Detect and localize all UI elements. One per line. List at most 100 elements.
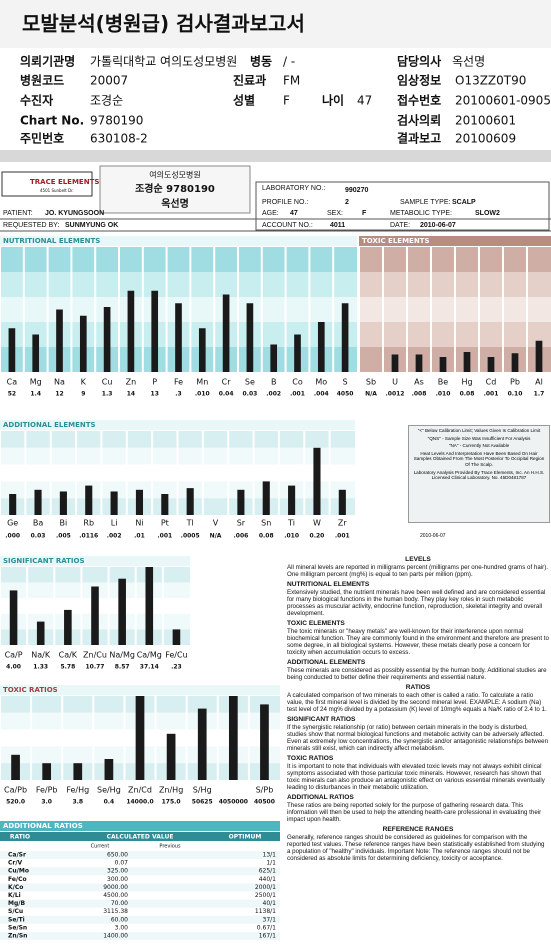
element-label: Ca/Mg [137,651,162,660]
value: 20007 [90,74,128,88]
bar [228,696,238,780]
element-label: Ni [135,519,143,528]
label: SAMPLE TYPE: [400,199,451,206]
row-band [0,915,280,924]
header-band [0,832,280,841]
value: 2 [345,199,349,206]
element-label: Fe [174,378,183,387]
label: 주민번호 [20,131,64,146]
bar [439,357,447,372]
element-label: W [313,519,321,528]
label: 검사의뢰 [397,113,441,128]
element-label: Ca [7,378,18,387]
element-label: Na/K [31,651,51,660]
ratio-name: Cu/Mo [8,868,29,875]
bar [73,763,83,780]
bar [79,315,87,372]
label: REQUESTED BY: [3,222,59,229]
bar [34,489,42,515]
element-label: Cu [102,378,113,387]
value: SCALP [452,199,476,206]
divider [0,150,551,162]
title-band [0,420,355,430]
col-header: CALCULATED VALUE [107,834,174,841]
bar [288,485,296,515]
element-value: .008 [412,391,427,398]
value: JO. KYUNGSOON [45,210,104,217]
note-heading: TOXIC ELEMENTS [287,620,345,627]
element-value: 14000.0 [126,799,153,806]
label: AGE: [262,210,279,217]
value: 옥선명 [452,55,485,69]
value: SUNMYUNG OK [65,222,118,229]
chart-title: ADDITIONAL ELEMENTS [3,421,96,429]
label: PATIENT: [3,210,33,217]
chart-title: SIGNIFICANT RATIOS [3,557,85,565]
element-value: 0.20 [310,533,325,540]
element-label: V [213,519,219,528]
col-subheader: Previous [159,844,181,850]
value: 990270 [345,187,368,194]
label: 병동 [250,54,272,69]
element-value: 8.57 [115,664,130,671]
note-text: Extensively studied, the nutrient minera… [287,589,546,617]
bar [317,322,325,372]
value: 가톨릭대학교 여의도성모병원 [90,55,237,69]
ratio-value: 4500.00 [103,892,128,899]
bar [487,357,495,372]
bar [294,334,301,372]
ratio-value: 60.00 [111,916,128,923]
table-title: ADDITIONAL RATIOS [3,822,83,830]
legend-line: Laboratory Analysis Provided By Trace El… [413,469,545,481]
element-value: .0116 [79,533,98,540]
element-value: .002 [107,533,122,540]
element-label: Al [535,378,543,387]
element-value: 1.4 [30,391,41,398]
element-value: .0005 [181,533,200,540]
logo: TRACE ELEMENTS [30,178,99,186]
element-value: .000 [5,533,20,540]
ratio-name: K/Li [8,892,21,899]
bar [313,447,321,515]
element-label: Ca/K [59,651,78,660]
ratio-optimum: 440/1 [259,876,276,883]
chart-title: NUTRITIONAL ELEMENTS [3,237,100,245]
element-value: 0.08 [259,533,274,540]
bar [85,485,93,515]
value: FM [283,74,300,88]
title-band [0,685,280,695]
element-value: .004 [314,391,329,398]
ratio-optimum: 2500/1 [255,892,276,899]
element-label: Ge [7,519,18,528]
legend-line: "NA" - Currently Not Available [448,443,510,449]
info-box [255,181,550,231]
element-value: 13 [151,391,159,398]
toxic_ratios-chart: TOXIC RATIOS Ca/Pb 520.0 Fe/Pb 3.0 Fe/Hg 3.8 Se… [0,685,280,806]
ratio-value: 0.07 [115,860,129,867]
notes: LEVELS All mineral levels are reported in… [287,553,549,942]
element-value: .010 [284,533,299,540]
significant-chart: SIGNIFICANT RATIOS Ca/P 4.00 Na/K 1.33 Ca/K 5.… [0,556,190,671]
ratio-optimum: 1/1 [266,860,276,867]
bar [103,307,111,372]
value: 20100601 [455,114,516,128]
element-label: Zn/Cd [128,786,152,795]
element-value: 14 [127,391,135,398]
chart-title: TOXIC ELEMENTS [362,237,430,245]
bar [186,488,194,515]
element-label: Sb [366,378,376,387]
element-label: Pb [510,378,520,387]
element-label: Bi [60,519,68,528]
value: F [283,94,290,108]
bar [59,491,67,515]
label: Chart No. [20,114,84,128]
ratio-name: Se/Ti [8,916,25,923]
element-value: .01 [134,533,145,540]
toxic-chart: TOXIC ELEMENTS Sb N/A U .0012 As .008 Be .010 Hg 0… [358,236,551,398]
element-label: Fe/Cu [165,651,187,660]
note-text: These ratios are being reported solely f… [287,802,542,823]
element-value: 52 [8,391,16,398]
lab-info: TRACE ELEMENTS 4501 Sunbelt Dr. 여의도성모병원 … [0,165,551,232]
bar [197,708,207,780]
ratio-optimum: 625/1 [259,868,276,875]
